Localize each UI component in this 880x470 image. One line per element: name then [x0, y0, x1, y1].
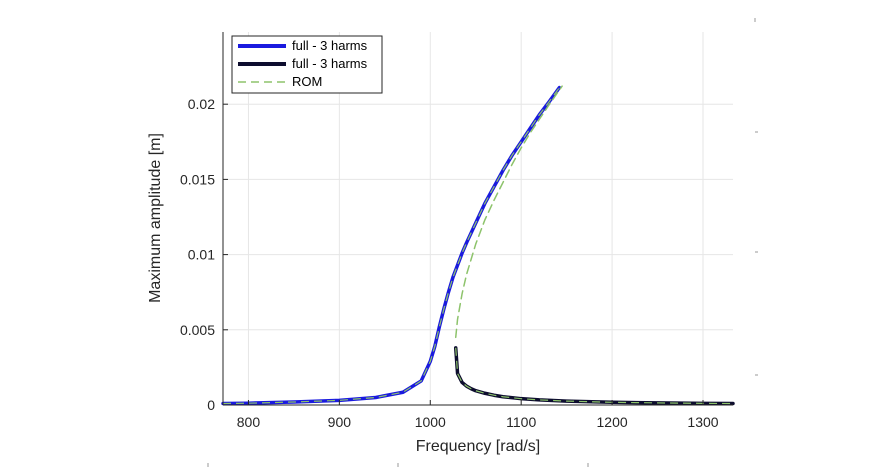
ticks: 800 900 1000 1100 1200 1300 0 0.005 0.01 0.015 0.0… — [180, 96, 719, 430]
x-tick-label: 1300 — [687, 414, 718, 430]
x-tick-label: 900 — [328, 414, 352, 430]
x-tick-label: 1100 — [506, 414, 536, 430]
y-tick-label: 0.02 — [188, 96, 215, 112]
edge-tick-marks — [207, 18, 758, 467]
series-line-3 — [454, 85, 563, 339]
series-group — [221, 85, 735, 406]
y-tick-label: 0.015 — [180, 171, 215, 187]
x-tick-label: 800 — [237, 414, 261, 430]
y-axis-label: Maximum amplitude [m] — [147, 133, 164, 303]
rom-overlay-line — [455, 347, 734, 405]
grid — [223, 32, 733, 406]
rom-overlay-line — [222, 87, 560, 405]
legend-label-series-2: full - 3 harms — [292, 56, 368, 71]
axes — [222, 32, 733, 406]
x-tick-label: 1000 — [415, 414, 446, 430]
y-tick-label: 0.01 — [188, 247, 215, 263]
y-tick-label: 0.005 — [180, 322, 215, 338]
legend: full - 3 harms full - 3 harms ROM — [231, 35, 383, 94]
legend-label-series-3: ROM — [292, 74, 322, 89]
x-axis-label: Frequency [rad/s] — [416, 438, 541, 455]
y-tick-label: 0 — [207, 397, 215, 413]
legend-label-series-1: full - 3 harms — [292, 38, 368, 53]
x-tick-label: 1200 — [597, 414, 628, 430]
